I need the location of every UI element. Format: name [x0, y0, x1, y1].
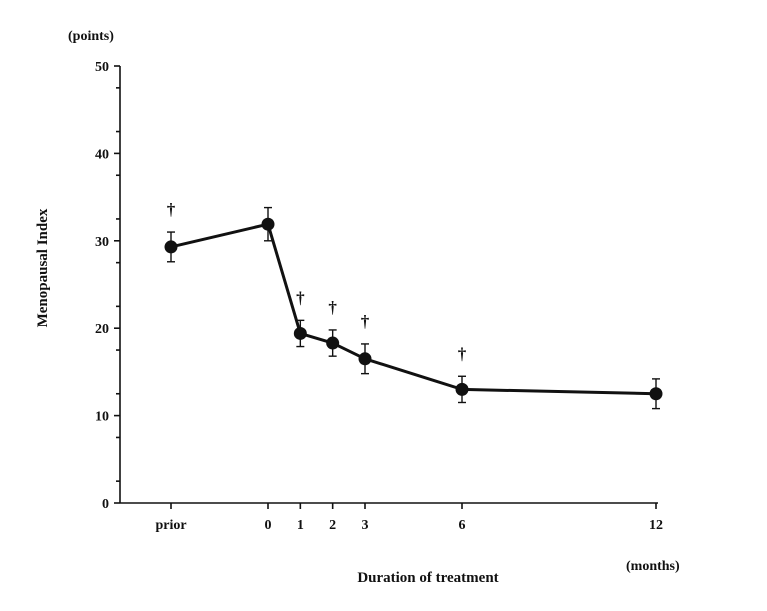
- significance-dagger-2: †: [328, 298, 337, 317]
- x-tick-label-prior: prior: [155, 518, 186, 533]
- significance-dagger-3: †: [361, 312, 370, 331]
- y-axis-title: Menopausal Index: [35, 208, 51, 327]
- y-tick-label-20: 20: [95, 322, 109, 337]
- x-tick-label-12: 12: [649, 518, 663, 533]
- data-point-prior: [164, 240, 178, 254]
- data-point-3: [358, 352, 372, 366]
- significance-dagger-1: †: [296, 288, 305, 307]
- data-point-1: [293, 326, 307, 340]
- data-point-6: [455, 382, 469, 396]
- y-tick-label-50: 50: [95, 60, 109, 75]
- y-unit-label: (points): [68, 29, 114, 44]
- series-line: [170, 222, 657, 396]
- data-point-2: [326, 336, 340, 350]
- x-tick-label-3: 3: [362, 518, 369, 533]
- significance-dagger-prior: †: [167, 200, 176, 219]
- y-tick-label-0: 0: [102, 497, 109, 512]
- data-point-12: [649, 387, 663, 401]
- x-axis-title: Duration of treatment: [357, 570, 498, 586]
- y-tick-label-10: 10: [95, 410, 109, 425]
- x-unit-label: (months): [626, 559, 680, 574]
- data-point-0: [261, 217, 275, 231]
- x-tick-label-6: 6: [459, 518, 466, 533]
- significance-dagger-6: †: [458, 344, 467, 363]
- x-tick-label-0: 0: [265, 518, 272, 533]
- x-tick-label-2: 2: [329, 518, 336, 533]
- x-tick-label-1: 1: [297, 518, 304, 533]
- y-tick-label-40: 40: [95, 147, 109, 162]
- y-tick-label-30: 30: [95, 235, 109, 250]
